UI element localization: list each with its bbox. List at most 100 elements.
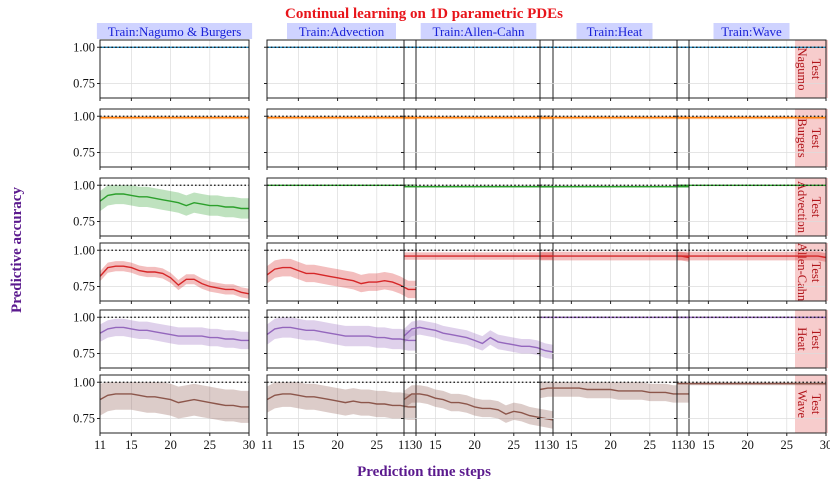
column-header-label: Train:Wave [721,24,782,39]
column-header: Train:Wave [713,23,790,39]
panel: 11 15 20 25 30 [671,374,830,452]
panel: 0.75 1.00 [73,242,250,304]
column-header: Train:Heat [576,23,653,39]
panel: 0.75 1.00 [73,309,250,371]
row-header-label: TestHeat [795,327,823,351]
x-axis-label: Prediction time steps [357,464,491,480]
row-header-line: Burgers [795,118,809,157]
x-tick-label: 20 [331,438,344,452]
row-header-label: TestAdvection [795,181,823,234]
panel [401,309,554,371]
mean-line [539,387,689,395]
row-header-line: Heat [795,327,809,351]
panel: 0.75 1.00 [73,39,250,101]
row-header-label: TestBurgers [795,118,823,157]
y-tick-label: 1.00 [73,375,95,389]
mean-line [99,265,250,295]
mean-line [540,255,690,259]
column-header-label: Train:Nagumo & Burgers [108,24,242,39]
y-tick-label: 1.00 [73,40,95,54]
y-tick-label: 0.75 [73,146,95,160]
panel: 11 15 20 25 30 [534,374,696,452]
panel-frame [266,39,417,99]
mean-line [403,393,554,421]
panel [264,242,417,304]
panel-frame [676,309,827,369]
x-tick-label: 11 [534,438,546,452]
row-header: TestAdvection [795,178,828,236]
panel [401,39,554,101]
column-header-label: Train:Allen-Cahn [433,24,525,39]
x-tick-label: 20 [164,438,177,452]
row-header-background [795,40,828,98]
column-header-label: Train:Advection [299,24,385,39]
x-tick-label: 25 [508,438,521,452]
row-header-line: Wave [795,390,809,419]
panel [537,108,690,170]
panel [537,242,690,304]
row-header-background [795,310,828,368]
mean-line [266,326,416,342]
x-tick-label: 15 [125,438,138,452]
x-tick-label: 11 [671,438,683,452]
panel-frame [99,309,250,369]
x-tick-label: 15 [292,438,305,452]
mean-line [99,193,249,210]
panel [264,177,417,239]
panel-frame [539,39,690,99]
row-header-line: Test [809,394,823,415]
panel-frame [266,374,417,434]
column-header-label: Train:Heat [587,24,643,39]
row-header-background [795,375,828,433]
row-header-line: Test [809,128,823,149]
panel-frame [403,242,554,302]
confidence-band [267,317,416,351]
panel-frame [539,309,690,369]
row-header-label: TestWave [795,390,823,419]
row-header-background [795,178,828,236]
x-tick-label: 15 [565,438,578,452]
panel-frame [403,39,554,99]
x-tick-label: 25 [644,438,657,452]
x-tick-label: 30 [547,438,560,452]
mean-line [99,393,249,408]
x-tick-label: 25 [371,438,384,452]
column-header-background [420,23,537,39]
panel-frame [676,108,827,168]
panel-grid: Train:Nagumo & Burgers Train:Advection Tra… [73,23,830,452]
row-header-line: Nagumo [795,47,809,90]
mean-line [266,393,416,408]
panel-frame [99,242,250,302]
column-header: Train:Allen-Cahn [420,23,537,39]
confidence-band [100,382,249,423]
row-header: TestWave [795,375,828,433]
row-header-line: Allen-Cahn [795,243,809,302]
y-tick-label: 1.00 [73,109,95,123]
row-header-line: Test [809,59,823,80]
row-header: TestBurgers [795,109,828,167]
panel-frame [403,108,554,168]
row-header-background [795,109,828,167]
y-tick-label: 1.00 [73,243,95,257]
panel-frame [99,374,250,434]
column-header-background [96,23,253,39]
panel-frame [403,374,554,434]
panel-frame [539,374,690,434]
mean-line [266,266,416,291]
x-tick-label: 15 [702,438,715,452]
mean-line [403,326,554,353]
panel-frame [676,39,827,99]
panel-frame [676,242,827,302]
panel [401,177,554,239]
x-tick-label: 20 [741,438,754,452]
confidence-band [100,318,249,350]
row-header-line: Test [809,262,823,283]
panel [264,39,417,101]
panel-frame [539,242,690,302]
chart-title: Continual learning on 1D parametric PDEs [285,6,563,22]
x-tick-label: 30 [683,438,696,452]
column-header: Train:Nagumo & Burgers [96,23,253,39]
panel [537,309,690,371]
panel-frame [266,177,417,237]
row-header-line: Advection [795,181,809,234]
